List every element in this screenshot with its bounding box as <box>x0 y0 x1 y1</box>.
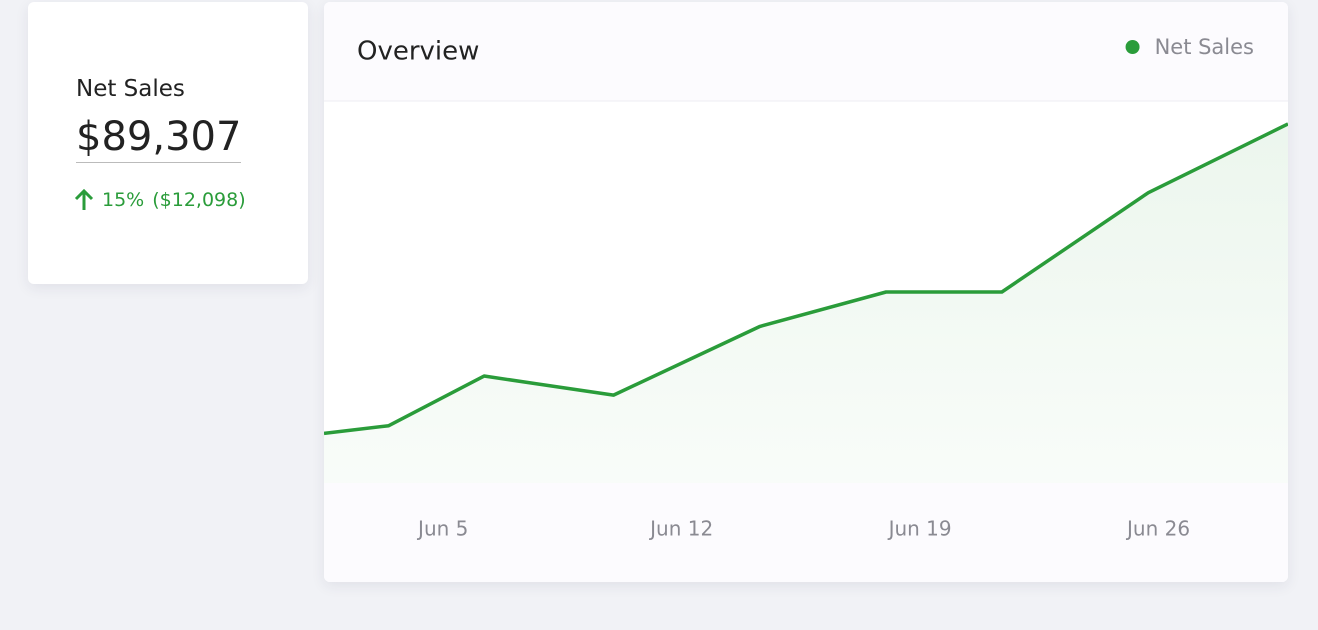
axis-bg <box>324 483 1288 582</box>
chart-title: Overview <box>357 37 479 67</box>
kpi-value: $89,307 <box>76 114 242 163</box>
x-tick-label: Jun 12 <box>648 517 713 541</box>
kpi-card: Net Sales $89,307 15% ($12,098) <box>28 2 308 284</box>
chart: Overview Net Sales Jun 5 Jun 12 Jun 19 Jun 2… <box>324 2 1288 582</box>
change-amount: ($12,098) <box>152 189 246 211</box>
x-tick-label: Jun 5 <box>416 517 468 541</box>
legend-label: Net Sales <box>1155 35 1254 59</box>
up-arrow-icon <box>74 188 94 210</box>
kpi-change: 15% ($12,098) <box>74 188 246 212</box>
kpi-label: Net Sales <box>76 76 185 102</box>
legend-swatch <box>1125 40 1140 54</box>
change-percent: 15% <box>102 189 145 211</box>
x-tick-label: Jun 19 <box>887 517 952 541</box>
area <box>324 123 1288 484</box>
overview-card: Overview Net Sales Jun 5 Jun 12 Jun 19 Jun 2… <box>324 2 1288 582</box>
x-tick-label: Jun 26 <box>1125 517 1190 541</box>
line <box>324 122 1288 436</box>
